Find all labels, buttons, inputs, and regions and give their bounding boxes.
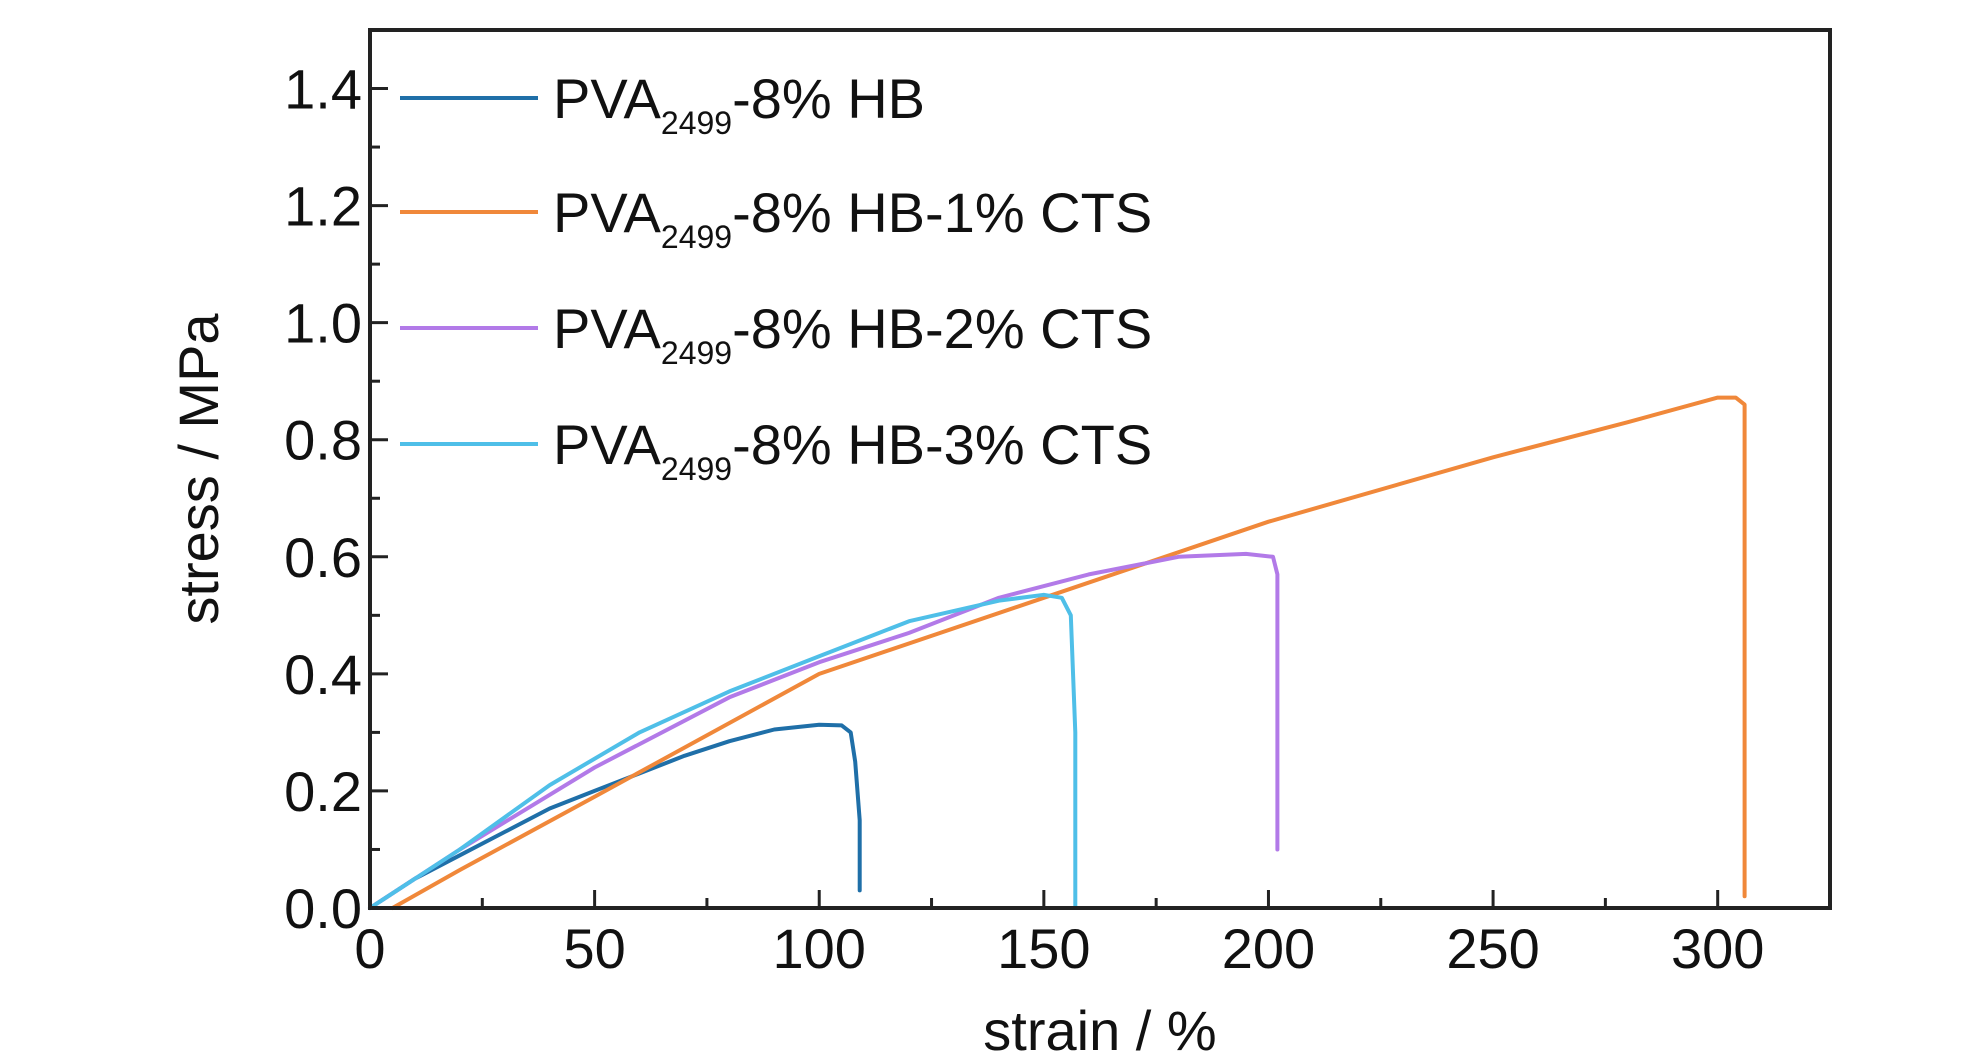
legend: PVA2499-8% HB PVA2499-8% HB-1% CTS PVA2499… (400, 67, 1152, 487)
legend-label: PVA2499-8% HB-2% CTS (553, 297, 1152, 371)
y-axis-title: stress / MPa (167, 313, 230, 625)
x-tick-label: 300 (1671, 917, 1764, 980)
y-tick-label: 1.0 (284, 292, 362, 355)
x-tick-label: 0 (354, 917, 385, 980)
y-tick-label: 0.8 (284, 409, 362, 472)
legend-label: PVA2499-8% HB-3% CTS (553, 413, 1152, 487)
y-tick-label: 0.2 (284, 760, 362, 823)
x-tick-label: 150 (997, 917, 1090, 980)
series-line (368, 592, 1078, 910)
legend-label: PVA2499-8% HB-1% CTS (553, 181, 1152, 255)
y-tick-labels: 0.0 0.2 0.4 0.6 0.8 1.0 1.2 1.4 (284, 58, 362, 940)
series-line (368, 722, 862, 910)
plot-frame (368, 28, 1832, 910)
x-axis-title: strain / % (983, 999, 1216, 1062)
y-tick-label: 0.4 (284, 643, 362, 706)
y-tick-label: 0.6 (284, 526, 362, 589)
series-lines (368, 395, 1747, 910)
x-tick-label: 250 (1446, 917, 1539, 980)
y-tick-label: 1.4 (284, 58, 362, 121)
y-tick-label: 0.0 (284, 877, 362, 940)
series-line (390, 395, 1747, 910)
x-tick-labels: 0 50 100 150 200 250 300 (354, 917, 1764, 980)
x-tick-label: 50 (563, 917, 625, 980)
x-tick-label: 100 (773, 917, 866, 980)
x-tick-label: 200 (1222, 917, 1315, 980)
y-tick-label: 1.2 (284, 175, 362, 238)
legend-label: PVA2499-8% HB (553, 67, 925, 141)
series-line (368, 551, 1280, 910)
